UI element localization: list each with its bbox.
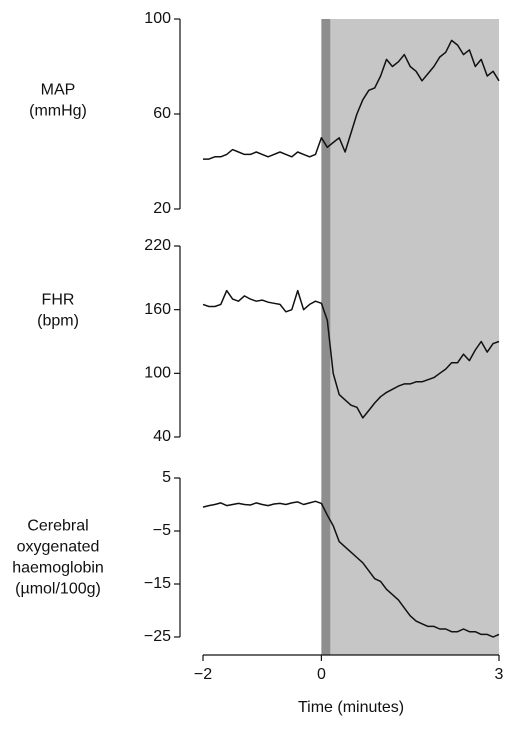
y-tick-label: 5 (162, 469, 171, 486)
x-tick-label: 3 (495, 666, 504, 683)
y-axis-title: MAP (41, 82, 76, 99)
y-tick-label: −25 (144, 628, 171, 645)
x-tick-label: 0 (317, 666, 326, 683)
data-line (202, 500, 500, 638)
y-axis-title: Cerebral (27, 518, 88, 535)
x-tick-label: −2 (194, 666, 212, 683)
y-tick-label: 220 (144, 237, 171, 254)
y-tick-label: 20 (153, 200, 171, 217)
y-axis-title: oxygenated (17, 539, 100, 556)
y-axis-title: (mmHg) (29, 103, 87, 120)
data-line (203, 39, 500, 160)
y-tick-label: 40 (153, 428, 171, 445)
y-tick-label: −5 (153, 522, 171, 539)
y-tick-label: 160 (144, 301, 171, 318)
y-axis-title: FHR (42, 292, 75, 309)
x-axis-title: Time (minutes) (298, 699, 404, 716)
shaded-region (321, 19, 499, 655)
shaded-region (321, 19, 331, 655)
y-tick-label: 100 (144, 10, 171, 27)
y-tick-label: −15 (144, 575, 171, 592)
y-axis-title: (µmol/100g) (15, 581, 101, 598)
y-tick-label: 100 (144, 365, 171, 382)
y-axis-title: (bpm) (37, 313, 79, 330)
data-line (202, 289, 500, 419)
y-tick-label: 60 (153, 105, 171, 122)
y-axis-title: haemoglobin (12, 560, 104, 577)
